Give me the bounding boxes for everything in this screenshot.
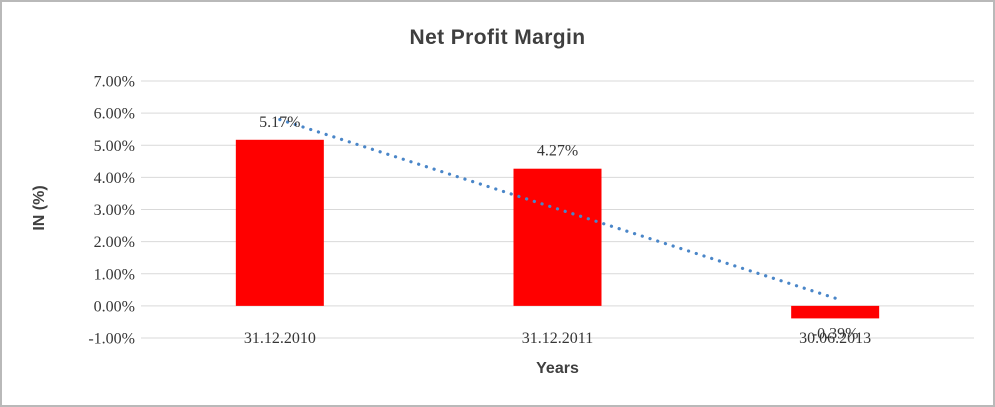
y-tick-label: 4.00% xyxy=(94,170,135,187)
trendline xyxy=(278,117,837,300)
category-label: 31.12.2010 xyxy=(244,330,316,347)
bar xyxy=(791,305,880,319)
data-label: -0.39% xyxy=(812,325,859,342)
chart-title: Net Profit Margin xyxy=(409,26,586,49)
y-tick-label: 3.00% xyxy=(94,202,135,219)
data-label: 5.17% xyxy=(259,114,300,131)
y-tick-label: 2.00% xyxy=(94,234,135,251)
y-tick-label: 0.00% xyxy=(94,298,135,315)
y-tick-label: 5.00% xyxy=(94,138,135,155)
y-tick-label: 1.00% xyxy=(94,266,135,283)
y-tick-label: 7.00% xyxy=(94,74,135,91)
bar xyxy=(235,139,324,306)
category-label: 31.12.2011 xyxy=(522,330,593,347)
data-label: 4.27% xyxy=(537,143,578,160)
bar xyxy=(513,168,602,306)
category-label: 30.06.2013 xyxy=(799,330,871,347)
x-axis-title: Years xyxy=(536,360,579,377)
y-tick-label: -1.00% xyxy=(88,331,135,348)
y-tick-label: 6.00% xyxy=(94,106,135,123)
